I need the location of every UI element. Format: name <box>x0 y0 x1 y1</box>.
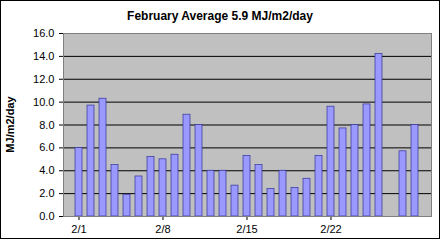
svg-text:0.0: 0.0 <box>39 210 54 222</box>
svg-text:2.0: 2.0 <box>39 187 54 199</box>
svg-text:12.0: 12.0 <box>33 73 54 85</box>
svg-text:2/1: 2/1 <box>71 223 86 235</box>
svg-text:14.0: 14.0 <box>33 50 54 62</box>
svg-text:10.0: 10.0 <box>33 96 54 108</box>
svg-text:2/15: 2/15 <box>236 223 257 235</box>
svg-text:2/22: 2/22 <box>320 223 341 235</box>
svg-text:MJ/m2/day: MJ/m2/day <box>4 95 16 152</box>
svg-text:4.0: 4.0 <box>39 164 54 176</box>
svg-text:2/8: 2/8 <box>155 223 170 235</box>
svg-text:6.0: 6.0 <box>39 141 54 153</box>
svg-text:16.0: 16.0 <box>33 27 54 39</box>
svg-text:8.0: 8.0 <box>39 119 54 131</box>
html-text:February Average 5.9 MJ/m2/day: February Average 5.9 MJ/m2/day <box>127 9 313 23</box>
